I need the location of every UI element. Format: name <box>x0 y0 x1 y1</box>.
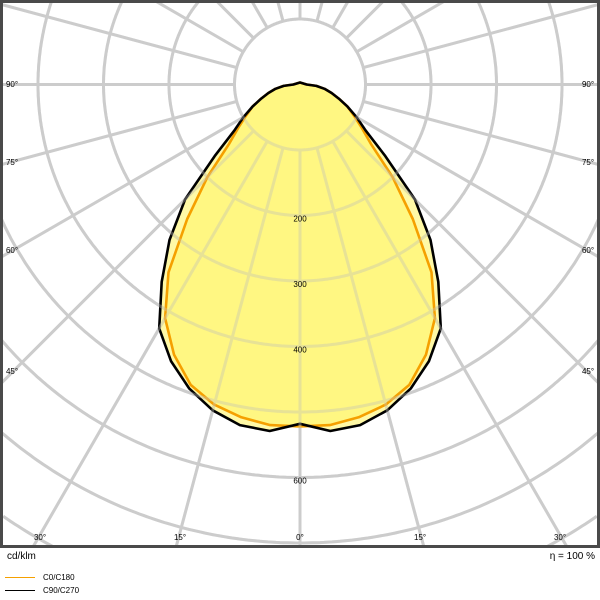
grid-radial-line <box>0 100 238 167</box>
grid-circle <box>36 0 564 348</box>
angle-label-right: 30° <box>554 533 566 542</box>
radial-tick-label: 400 <box>293 346 307 355</box>
grid-radial-line <box>214 0 255 40</box>
series-fill <box>159 82 441 431</box>
grid-radial-line <box>315 147 426 548</box>
unit-label: cd/klm <box>7 551 36 562</box>
grid-radial-line <box>0 2 238 69</box>
grid-radial-line <box>152 0 245 54</box>
grid-radial-line <box>355 115 600 260</box>
grid-radial-line <box>362 2 600 69</box>
grid-circle <box>2 515 598 548</box>
legend-label: C0/C180 <box>43 573 75 582</box>
chart-frame <box>0 0 600 548</box>
grid-circle <box>233 17 367 152</box>
grid-radial-line <box>315 0 325 22</box>
grid-radial-line <box>0 100 238 167</box>
grid-circle <box>102 0 498 283</box>
angle-label-right: 15° <box>414 533 426 542</box>
series-line-c90-c270 <box>157 81 443 433</box>
grid-radial-line <box>0 129 255 386</box>
grid-radial-line <box>0 115 245 260</box>
angle-label-right: 60° <box>582 246 594 255</box>
grid-radial-line <box>331 0 351 29</box>
grid-radial-line <box>174 147 285 548</box>
radial-tick-label: 300 <box>293 280 307 289</box>
grid-radial-line <box>355 0 448 54</box>
grid-circle <box>2 515 598 548</box>
grid-circle <box>167 0 433 217</box>
grid-radial-line <box>275 0 285 22</box>
grid-radial-line <box>362 100 600 167</box>
angle-label-left: 45° <box>6 367 18 376</box>
axis-labels: 200 300 400 600 90° 75° 60° 45° 30° 15° 90° 75° 60° 4… <box>6 80 594 542</box>
grid-radial-line <box>355 115 600 260</box>
angle-label-left: 90° <box>6 80 18 89</box>
legend-item-c0-c180: C0/C180 <box>5 573 75 582</box>
radial-tick-label: 200 <box>293 215 307 224</box>
grid-circle <box>1 431 599 545</box>
radial-tick-label: 600 <box>293 477 307 486</box>
grid-radial-line <box>249 0 269 29</box>
grid-radial-line <box>275 0 285 22</box>
angle-label-left: 60° <box>6 246 18 255</box>
legend-label: C90/C270 <box>43 586 80 595</box>
grid-radial-line <box>362 2 600 69</box>
grid-circle <box>0 217 600 414</box>
grid-radial-line <box>345 129 600 386</box>
angle-label-right: 45° <box>582 367 594 376</box>
grid-radial-line <box>0 2 238 69</box>
angle-label-left: 75° <box>6 158 18 167</box>
grid-radial-line <box>355 0 448 54</box>
legend-swatch-orange <box>5 577 35 578</box>
polar-grid-overlay <box>0 0 600 548</box>
grid-radial-line <box>331 140 569 548</box>
grid-radial-line <box>331 0 351 29</box>
angle-label-right: 75° <box>582 158 594 167</box>
efficiency-label: η = 100 % <box>549 551 595 562</box>
grid-radial-line <box>345 0 386 40</box>
grid-radial-line <box>214 0 255 40</box>
legend-item-c90-c270: C90/C270 <box>5 586 79 595</box>
intensity-curves <box>157 81 443 433</box>
angle-label-left: 15° <box>174 533 186 542</box>
grid-circle <box>0 338 600 479</box>
grid-radial-line <box>31 140 269 548</box>
grid-radial-line <box>345 0 386 40</box>
polar-luminous-intensity-chart: 200 300 400 600 90° 75° 60° 45° 30° 15° 90° 75° 60° 4… <box>0 0 600 548</box>
grid-radial-line <box>315 0 325 22</box>
grid-radial-line <box>249 0 269 29</box>
angle-label-left: 30° <box>34 533 46 542</box>
grid-radial-line <box>152 0 245 54</box>
grid-radial-line <box>362 100 600 167</box>
angle-label-right: 90° <box>582 80 594 89</box>
angle-label-center: 0° <box>296 533 304 542</box>
grid-circle <box>0 338 600 479</box>
legend-swatch-black <box>5 590 35 591</box>
grid-radial-line <box>0 115 245 260</box>
grid-circle <box>1 431 599 545</box>
